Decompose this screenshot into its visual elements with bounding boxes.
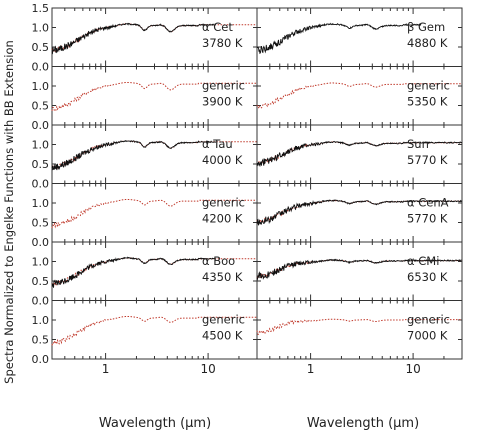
observed-spectrum-line [51, 140, 216, 171]
star-temperature-label: 4880 K [407, 36, 448, 50]
spectrum-panel: generic 5350 K [256, 66, 463, 126]
star-name-label: generic [202, 196, 245, 210]
x-tick-label: 10 [200, 362, 215, 376]
model-spectrum-line [256, 259, 462, 279]
x-axis-label-left: Wavelength (μm) [99, 416, 211, 431]
spectrum-panel: Sun 5770 K [256, 124, 463, 184]
y-tick-label: 1.5 [32, 2, 50, 15]
model-spectrum-line [51, 316, 257, 346]
star-temperature-label: 4200 K [202, 212, 243, 226]
y-tick-label: 1.0 [32, 256, 50, 269]
star-temperature-label: 3780 K [202, 36, 243, 50]
observed-spectrum-line [256, 199, 463, 226]
y-tick-label: 0.0 [32, 236, 50, 249]
panel-grid: 0.0 0.5 1.0 1.5 α Cet 3780 K 0.0 0.5 1.0 generic 3… [32, 2, 463, 376]
star-name-label: Sun [407, 137, 429, 151]
spectrum-panel: 0.0 0.5 1.0 generic 4200 K [32, 183, 258, 249]
spectrum-panel: α CMi 6530 K [256, 241, 463, 301]
y-tick-label: 0.5 [32, 158, 50, 171]
x-tick-label: 1 [307, 362, 315, 376]
spectrum-panel: 0.0 0.5 1.0 1.5 α Cet 3780 K [32, 2, 258, 74]
x-tick-label: 10 [405, 362, 420, 376]
star-name-label: generic [407, 313, 450, 327]
star-temperature-label: 7000 K [407, 329, 448, 343]
model-spectrum-line [51, 199, 257, 229]
star-temperature-label: 4000 K [202, 153, 243, 167]
star-temperature-label: 4350 K [202, 270, 243, 284]
spectrum-panel: β Gem 4880 K [256, 7, 463, 67]
star-name-label: generic [202, 313, 245, 327]
y-tick-label: 0.5 [32, 217, 50, 230]
spectrum-panel: 0.0 0.5 1.0 α Boo 4350 K [32, 241, 258, 308]
y-tick-label: 0.0 [32, 353, 50, 366]
star-temperature-label: 6530 K [407, 270, 448, 284]
y-tick-label: 1.0 [32, 139, 50, 152]
star-name-label: α Cet [202, 20, 233, 34]
y-tick-label: 1.0 [32, 197, 50, 210]
model-spectrum-line [256, 82, 462, 109]
star-name-label: generic [407, 79, 450, 93]
y-tick-label: 1.0 [32, 22, 50, 35]
spectrum-panel: 0.0 0.5 1.0 generic 3900 K [32, 66, 258, 132]
y-tick-label: 0.5 [32, 41, 50, 54]
star-name-label: generic [202, 79, 245, 93]
star-temperature-label: 4500 K [202, 329, 243, 343]
y-tick-label: 0.5 [32, 275, 50, 288]
model-spectrum-line [256, 318, 462, 335]
model-spectrum-line [51, 82, 257, 112]
spectrum-panel: α CenA 5770 K [256, 183, 463, 243]
y-tick-label: 1.0 [32, 80, 50, 93]
star-name-label: α Boo [202, 254, 235, 268]
star-temperature-label: 5350 K [407, 95, 448, 109]
x-axis-label-right: Wavelength (μm) [307, 416, 419, 431]
y-tick-label: 0.0 [32, 295, 50, 308]
spectrum-panel: 0.0 0.5 1.0 α Tau 4000 K [32, 124, 258, 191]
y-tick-label: 0.0 [32, 178, 50, 191]
y-tick-label: 0.0 [32, 61, 50, 74]
y-tick-label: 0.0 [32, 119, 50, 132]
observed-spectrum-line [256, 22, 422, 55]
star-temperature-label: 5770 K [407, 212, 448, 226]
star-name-label: α CenA [407, 196, 449, 210]
observed-spectrum-line [51, 22, 217, 55]
observed-spectrum-line [256, 258, 463, 281]
y-tick-label: 0.5 [32, 334, 50, 347]
observed-spectrum-line [51, 256, 217, 288]
spectrum-panel: 1 10 generic 7000 K [256, 300, 463, 376]
star-name-label: β Gem [407, 20, 445, 34]
y-tick-label: 0.5 [32, 100, 50, 113]
observed-spectrum-line [256, 140, 463, 168]
star-temperature-label: 3900 K [202, 95, 243, 109]
y-axis-label: Spectra Normalized to Engelke Functions … [2, 40, 16, 384]
spectrum-panel: 0.0 0.5 1.0 1 10 generic 4500 K [32, 300, 258, 376]
model-spectrum-line [51, 257, 257, 287]
x-tick-label: 1 [102, 362, 110, 376]
star-name-label: α CMi [407, 254, 439, 268]
y-tick-label: 1.0 [32, 314, 50, 327]
star-name-label: α Tau [202, 137, 233, 151]
star-temperature-label: 5770 K [407, 153, 448, 167]
